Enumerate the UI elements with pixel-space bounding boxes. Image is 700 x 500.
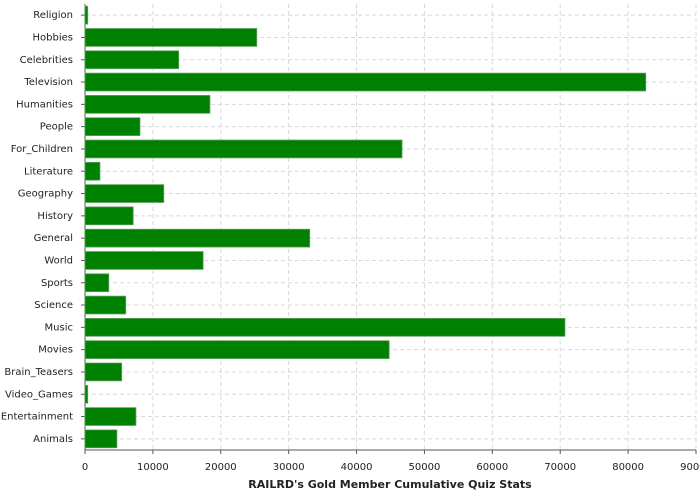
- y-tick-label: Geography: [18, 189, 73, 200]
- x-tick-label: 0: [82, 462, 88, 473]
- x-tick-label: 60000: [476, 462, 508, 473]
- bar: [84, 5, 89, 25]
- bar: [84, 139, 403, 159]
- y-tick-label: Celebrities: [20, 55, 73, 66]
- y-tick-label: Science: [34, 300, 73, 311]
- y-tick-label: Music: [45, 322, 73, 333]
- bar: [84, 273, 110, 293]
- x-tick-label: 20000: [205, 462, 237, 473]
- y-tick-label: General: [34, 233, 73, 244]
- bar: [84, 72, 647, 92]
- x-tick-label: 70000: [544, 462, 576, 473]
- y-tick-label: Television: [23, 77, 73, 88]
- bar: [84, 117, 141, 136]
- y-tick-label: Literature: [24, 166, 73, 177]
- bar: [84, 295, 127, 315]
- y-tick-label: Religion: [33, 10, 73, 21]
- bar: [84, 95, 211, 114]
- bar: [84, 384, 89, 404]
- bar: [84, 161, 101, 181]
- x-tick-label: 40000: [341, 462, 373, 473]
- y-tick-label: People: [40, 122, 73, 133]
- y-tick-label: Entertainment: [1, 412, 73, 423]
- y-tick-label: Brain_Teasers: [4, 367, 73, 378]
- bar: [84, 251, 204, 270]
- x-tick-label: 30000: [273, 462, 305, 473]
- y-tick-label: Video_Games: [5, 389, 73, 400]
- bar: [84, 228, 311, 248]
- bar: [84, 206, 134, 226]
- y-tick-label: Movies: [38, 345, 73, 356]
- y-tick-label: History: [37, 211, 73, 222]
- bar: [84, 407, 137, 426]
- y-tick-label: For_Children: [11, 144, 73, 155]
- bar: [84, 50, 180, 70]
- x-tick-label: 80000: [612, 462, 644, 473]
- bar: [84, 429, 118, 449]
- bar: [84, 28, 258, 47]
- x-tick-label: 50000: [409, 462, 441, 473]
- x-axis-label: RAILRD's Gold Member Cumulative Quiz Sta…: [248, 478, 532, 491]
- x-tick-label: 10000: [137, 462, 169, 473]
- bar: [84, 340, 390, 359]
- y-tick-label: World: [44, 255, 73, 266]
- y-tick-label: Humanities: [16, 99, 73, 110]
- y-tick-label: Hobbies: [33, 32, 73, 43]
- bar: [84, 184, 165, 203]
- y-tick-label: Animals: [33, 434, 73, 445]
- x-tick-label: 90000: [680, 462, 700, 473]
- bar: [84, 318, 566, 337]
- bar: [84, 362, 123, 382]
- y-tick-label: Sports: [41, 278, 73, 289]
